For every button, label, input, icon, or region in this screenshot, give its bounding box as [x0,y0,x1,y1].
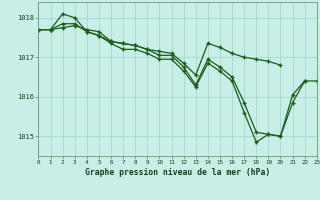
X-axis label: Graphe pression niveau de la mer (hPa): Graphe pression niveau de la mer (hPa) [85,168,270,177]
